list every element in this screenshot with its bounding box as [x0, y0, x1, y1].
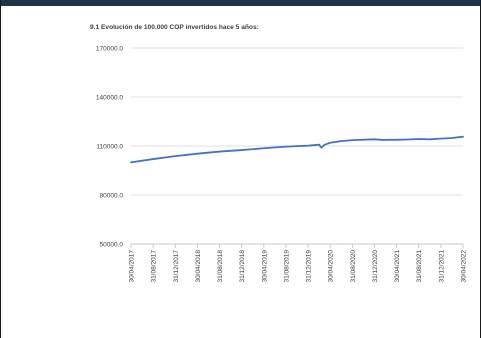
x-tick-label: 31/12/2019 [306, 250, 313, 283]
y-tick-label: 50000.0 [100, 241, 124, 248]
x-tick-label: 31/12/2021 [438, 250, 445, 283]
x-tick-label: 31/08/2021 [416, 250, 423, 283]
x-tick-label: 31/12/2020 [372, 250, 379, 283]
x-tick-label: 30/04/2018 [195, 250, 202, 283]
y-tick-label: 170000.0 [96, 45, 123, 52]
x-tick-label: 30/04/2020 [328, 250, 335, 283]
x-tick-label: 31/08/2017 [151, 250, 158, 283]
x-axis: 30/04/2017 31/08/2017 31/12/2017 30/04/2018… [129, 243, 468, 283]
y-tick-label: 80000.0 [100, 192, 124, 199]
y-tick-label: 140000.0 [96, 94, 123, 101]
x-tick-label: 30/04/2021 [394, 250, 401, 283]
y-tick-label: 110000.0 [96, 143, 123, 150]
x-tick-label: 30/04/2019 [261, 250, 268, 283]
series-line [130, 135, 464, 164]
x-tick-label: 31/08/2020 [350, 250, 357, 283]
y-axis: 50000.0 80000.0 110000.0 140000.0 170000.0 [96, 45, 124, 248]
window-top-bar [0, 0, 481, 6]
x-tick-label: 31/08/2018 [217, 250, 224, 283]
x-tick-label: 31/08/2019 [283, 250, 290, 283]
series-layer [130, 135, 464, 164]
x-tick-label: 30/04/2022 [461, 250, 468, 283]
x-tick-label: 30/04/2017 [129, 250, 136, 283]
x-tick-label: 31/12/2018 [239, 250, 246, 283]
x-tick-label: 31/12/2017 [173, 250, 180, 283]
chart-title: 9.1 Evolución de 100.000 COP invertidos … [90, 24, 259, 31]
